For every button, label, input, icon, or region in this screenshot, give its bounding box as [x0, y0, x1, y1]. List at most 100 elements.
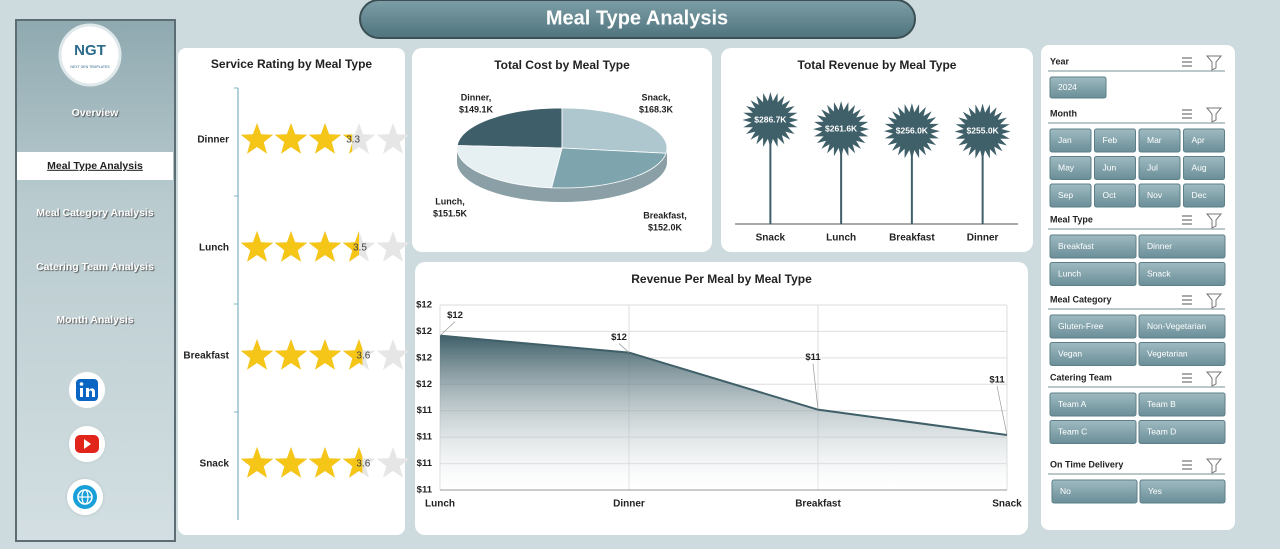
slicer-item[interactable]: Vegetarian [1147, 348, 1188, 358]
category-label: Snack, [641, 92, 670, 102]
clear-filter-icon[interactable] [1205, 55, 1223, 71]
category-label: Dinner, [461, 92, 492, 102]
lollipop-head [742, 92, 799, 148]
slicer-item[interactable]: Jul [1147, 162, 1158, 172]
lollipop-head [813, 101, 870, 158]
clear-filter-icon[interactable] [1205, 107, 1223, 123]
slicer-button[interactable] [1049, 76, 1107, 99]
slicer-item[interactable]: 2024 [1058, 82, 1077, 92]
slicer-button[interactable] [1139, 479, 1226, 504]
slicer-button[interactable] [1049, 314, 1137, 339]
rating-stars [240, 231, 359, 262]
slicer-item[interactable]: Snack [1147, 268, 1171, 278]
clear-filter-icon[interactable] [1205, 458, 1223, 474]
slicer-item[interactable]: Lunch [1058, 268, 1081, 278]
line [439, 334, 1008, 437]
slicer-item[interactable]: Team A [1058, 399, 1087, 409]
multi-select-icon[interactable] [1182, 373, 1192, 383]
multi-select-icon[interactable] [1182, 460, 1192, 470]
slicer-button[interactable] [1094, 128, 1136, 153]
slicer-button[interactable] [1138, 128, 1181, 153]
slicer-item[interactable]: Vegan [1058, 348, 1082, 358]
data-label: $151.5K [433, 208, 468, 218]
lollipop-head [954, 103, 1011, 160]
youtube-glyph [84, 439, 91, 449]
nav-item[interactable]: Overview [72, 107, 120, 119]
y-tick-label: $12 [416, 379, 432, 390]
slicer-button[interactable] [1138, 262, 1226, 286]
slicer-item[interactable]: Feb [1103, 135, 1118, 145]
panel [721, 48, 1033, 252]
y-tick-label: $12 [416, 300, 432, 311]
slicer-item[interactable]: Breakfast [1058, 241, 1095, 251]
data-label: $149.1K [459, 104, 494, 114]
slicer-button[interactable] [1049, 392, 1137, 417]
multi-select-icon[interactable] [1182, 57, 1192, 67]
nav-item[interactable]: Meal Type Analysis [47, 160, 143, 172]
slicer-title: Catering Team [1050, 372, 1112, 382]
multi-select-icon[interactable] [1182, 215, 1192, 225]
slicer-item[interactable]: No [1060, 486, 1071, 496]
x-tick-label: Dinner [967, 233, 999, 244]
multi-select-icon[interactable] [1182, 295, 1192, 305]
slicer-item[interactable]: Aug [1192, 162, 1207, 172]
slicer-button[interactable] [1049, 262, 1137, 286]
category-label: Snack [200, 459, 230, 470]
slicer-item[interactable]: Gluten-Free [1058, 321, 1104, 331]
nav-item[interactable]: Catering Team Analysis [36, 261, 154, 273]
slicer-title: Meal Category [1050, 294, 1112, 304]
slicer-title: Meal Type [1050, 214, 1093, 224]
slicer-item[interactable]: Dinner [1147, 241, 1172, 251]
slicer-button[interactable] [1094, 156, 1136, 180]
star-filled [240, 123, 274, 154]
chart-title: Service Rating by Meal Type [211, 57, 372, 71]
slicer-button[interactable] [1049, 342, 1137, 366]
slicer-item[interactable]: Sep [1058, 190, 1073, 200]
slicer-button[interactable] [1183, 128, 1225, 153]
slicer-button[interactable] [1051, 479, 1138, 504]
multi-select-icon[interactable] [1182, 109, 1192, 119]
slicer-button[interactable] [1049, 128, 1092, 153]
slicer-item[interactable]: May [1058, 162, 1075, 172]
slicer-item[interactable]: Non-Vegetarian [1147, 321, 1206, 331]
clear-filter-icon[interactable] [1205, 293, 1223, 309]
slicer-item[interactable]: Nov [1147, 190, 1163, 200]
slicer-item[interactable]: Mar [1147, 135, 1162, 145]
slicer-button[interactable] [1049, 234, 1137, 259]
slicer-item[interactable]: Team C [1058, 426, 1087, 436]
pie-slice [456, 145, 563, 189]
slicer-button[interactable] [1138, 420, 1226, 444]
slicer-button[interactable] [1138, 314, 1226, 339]
slicer-item[interactable]: Apr [1192, 135, 1205, 145]
slicer-button[interactable] [1138, 234, 1226, 259]
nav-item[interactable]: Month Analysis [56, 314, 133, 326]
slicer-item[interactable]: Yes [1148, 486, 1162, 496]
clear-filter-icon[interactable] [1205, 371, 1223, 387]
nav-item[interactable]: Meal Category Analysis [36, 207, 154, 219]
slicer-button[interactable] [1138, 342, 1226, 366]
slicer-button[interactable] [1049, 183, 1092, 208]
slicer-button[interactable] [1094, 183, 1136, 208]
star-filled [274, 339, 308, 370]
slicer-item[interactable]: Team D [1147, 426, 1176, 436]
slicer-button[interactable] [1183, 156, 1225, 180]
slicer-button[interactable] [1138, 183, 1181, 208]
slicer-button[interactable] [1138, 392, 1226, 417]
y-tick-label: $11 [417, 405, 433, 416]
slicer-item[interactable]: Jan [1058, 135, 1072, 145]
slicer-button[interactable] [1138, 156, 1181, 180]
slicer-item[interactable]: Jun [1103, 162, 1117, 172]
panel [178, 48, 405, 535]
linkedin-glyph [80, 388, 83, 397]
slicer-button[interactable] [1049, 420, 1137, 444]
y-tick-label: $11 [417, 485, 433, 496]
slicer-item[interactable]: Team B [1147, 399, 1176, 409]
slicer-button[interactable] [1049, 156, 1092, 180]
logo-subtitle: NEXT GEN TEMPLATES [70, 65, 110, 69]
slicer-button[interactable] [1183, 183, 1225, 208]
linkedin-glyph [79, 382, 84, 386]
slicer-item[interactable]: Oct [1103, 190, 1117, 200]
slicer-item[interactable]: Dec [1192, 190, 1208, 200]
clear-filter-icon[interactable] [1205, 213, 1223, 229]
